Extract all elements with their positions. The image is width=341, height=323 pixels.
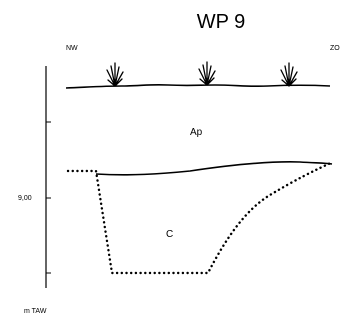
ap-c-boundary-line <box>95 161 333 176</box>
grass-tuft-icon <box>106 62 124 87</box>
layer-label-c: C <box>166 229 173 240</box>
grass-tuft-icon <box>198 61 216 86</box>
ground-surface-line <box>65 83 331 89</box>
diagram-title: WP 9 <box>197 11 246 33</box>
axis-tick-label: 9,00 <box>18 195 32 202</box>
orientation-right-label: ZO <box>330 45 340 52</box>
pit-outline-dotted <box>66 160 335 275</box>
orientation-left-label: NW <box>66 45 78 52</box>
grass-tuft-icon <box>280 62 298 87</box>
axis-unit-label: m TAW <box>24 308 47 315</box>
layer-label-ap: Ap <box>190 127 203 138</box>
